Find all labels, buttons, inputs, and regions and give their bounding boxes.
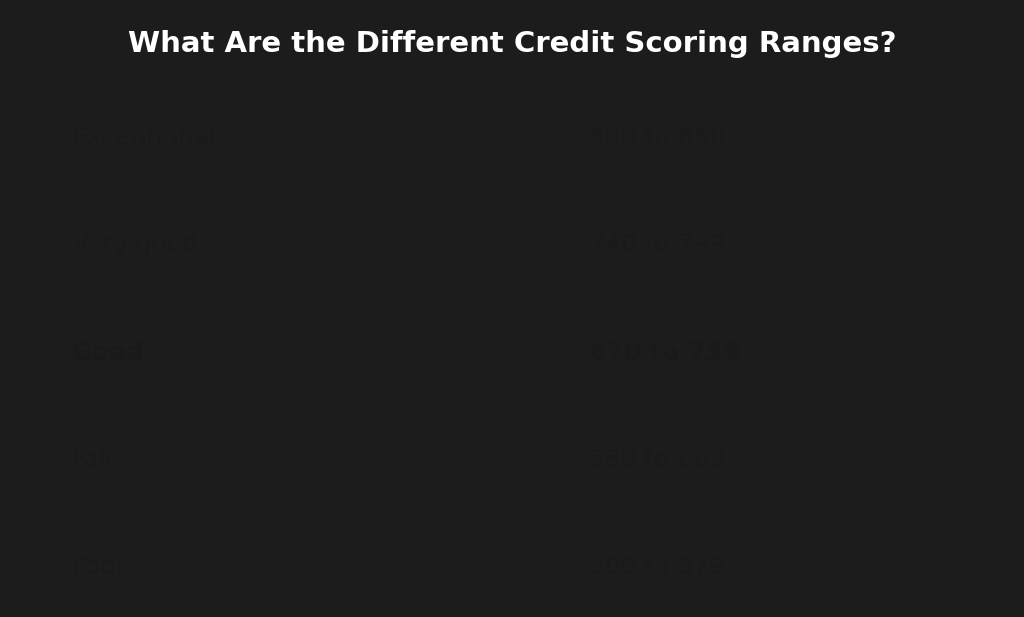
Text: 740 to 799: 740 to 799 xyxy=(589,233,725,257)
Text: What Are the Different Credit Scoring Ranges?: What Are the Different Credit Scoring Ra… xyxy=(128,30,896,58)
Text: 300 to 579: 300 to 579 xyxy=(589,555,725,579)
Text: Good: Good xyxy=(72,341,144,365)
Text: 580 to 669: 580 to 669 xyxy=(589,448,725,472)
Text: 670 to 739: 670 to 739 xyxy=(589,341,740,365)
Text: Very good: Very good xyxy=(72,233,198,257)
Text: Fair: Fair xyxy=(72,448,117,472)
Text: Poor: Poor xyxy=(72,555,127,579)
Text: Exceptional: Exceptional xyxy=(72,126,217,150)
Text: 800 to 850: 800 to 850 xyxy=(589,126,725,150)
